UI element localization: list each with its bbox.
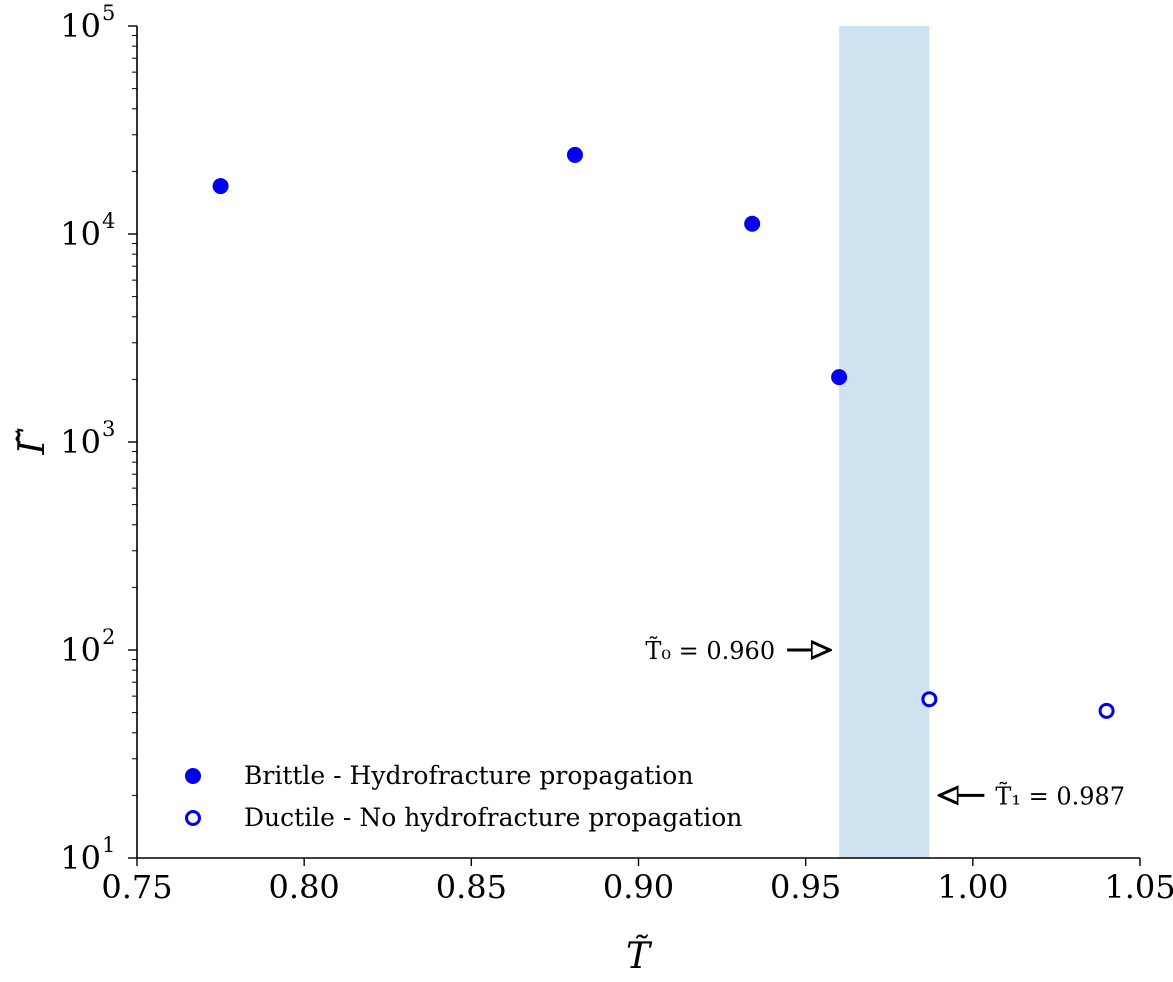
y-tick-exponent: 1 [102, 833, 115, 857]
x-tick-label: 1.05 [1104, 868, 1173, 906]
y-tick-exponent: 3 [102, 417, 115, 441]
x-tick-label: 0.75 [101, 868, 172, 906]
points-layer [212, 146, 1115, 719]
shaded-transition-band [839, 26, 930, 858]
legend-marker [185, 810, 201, 826]
y-axis-label: Γ̃ [12, 427, 53, 455]
y-tick-exponent: 5 [102, 1, 115, 25]
legend-entry-label: Brittle - Hydrofracture propagation [244, 761, 693, 790]
brittle-point [831, 369, 848, 386]
y-tick-label: 10 [60, 7, 101, 45]
y-tick-exponent: 4 [102, 209, 115, 233]
x-tick-label: 0.80 [269, 868, 340, 906]
x-axis-label: T̃ [626, 935, 653, 977]
shaded-region-layer [839, 26, 930, 858]
ductile-point [921, 691, 938, 708]
y-tick-label: 10 [60, 423, 101, 461]
x-tick-label: 1.00 [937, 868, 1008, 906]
x-tick-label: 0.85 [436, 868, 507, 906]
y-tick-label: 10 [60, 631, 101, 669]
y-tick-label: 10 [60, 839, 101, 877]
y-tick-exponent: 2 [102, 625, 115, 649]
axes-layer [136, 26, 1140, 859]
x-tick-label: 0.90 [603, 868, 674, 906]
ductile-point [1098, 702, 1115, 719]
legend: Brittle - Hydrofracture propagation Ducti… [185, 761, 742, 832]
annotation-t1: T̃₁ = 0.987 [995, 782, 1125, 810]
brittle-point [566, 146, 583, 163]
brittle-point [212, 178, 229, 195]
annotations-layer: T̃₀ = 0.960 T̃₁ = 0.987 [645, 637, 1125, 811]
legend-entry-label: Ductile - No hydrofracture propagation [244, 803, 742, 832]
legend-marker [185, 768, 201, 784]
x-tick-label: 0.95 [770, 868, 841, 906]
brittle-point [744, 215, 761, 232]
y-tick-label: 10 [60, 215, 101, 253]
annotation-t0: T̃₀ = 0.960 [645, 637, 775, 665]
